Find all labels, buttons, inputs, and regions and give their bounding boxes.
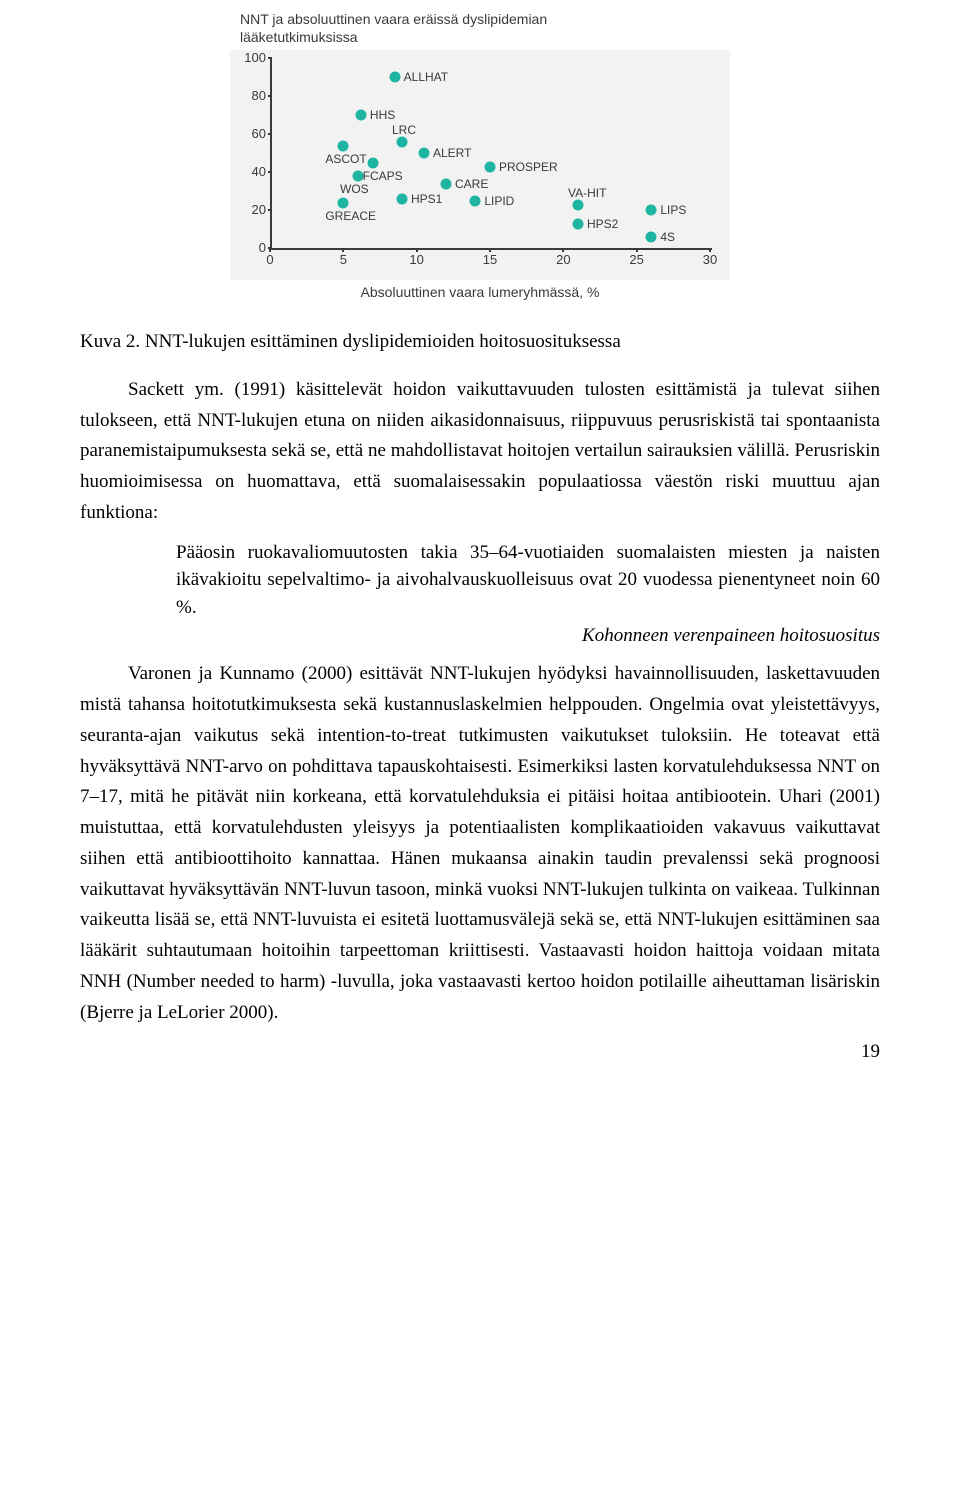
ytick-label: 60 — [240, 126, 266, 141]
chart-plot-area: 0 20 40 60 80 100 0 5 10 15 20 25 30 ALLHAT HHS ASCOT LR… — [230, 50, 730, 280]
data-point — [397, 193, 408, 204]
data-point-label: GREACE — [325, 209, 376, 223]
xtick-label: 5 — [340, 252, 347, 267]
data-point — [441, 178, 452, 189]
data-point-label: HPS1 — [411, 192, 442, 206]
data-point-label: 4S — [660, 230, 675, 244]
chart-title-line1: NNT ja absoluuttinen vaara eräissä dysli… — [240, 11, 547, 27]
xtick-label: 15 — [483, 252, 497, 267]
data-point — [485, 161, 496, 172]
data-point — [367, 157, 378, 168]
data-point — [646, 231, 657, 242]
chart-title: NNT ja absoluuttinen vaara eräissä dysli… — [240, 10, 730, 46]
data-point — [355, 110, 366, 121]
ytick-label: 0 — [240, 240, 266, 255]
data-point — [646, 205, 657, 216]
ytick-label: 20 — [240, 202, 266, 217]
para1-body: (1991) käsittelevät hoidon vaikuttavuude… — [80, 379, 880, 523]
data-point — [419, 148, 430, 159]
data-point — [573, 218, 584, 229]
data-point — [389, 72, 400, 83]
data-point — [573, 199, 584, 210]
chart-title-line2: lääketutkimuksissa — [240, 29, 358, 45]
ytick-label: 100 — [240, 50, 266, 65]
para1-lead: Sackett ym. — [128, 379, 224, 400]
data-point-label: ALLHAT — [404, 70, 448, 84]
xtick-label: 0 — [266, 252, 273, 267]
page-number: 19 — [80, 1041, 880, 1063]
chart-xlabel: Absoluuttinen vaara lumeryhmässä, % — [230, 284, 730, 300]
data-point — [338, 197, 349, 208]
xtick-label: 30 — [703, 252, 717, 267]
data-point — [397, 136, 408, 147]
paragraph-2: Varonen ja Kunnamo (2000) esittävät NNT-… — [80, 659, 880, 1028]
paragraph-1: Sackett ym. (1991) käsittelevät hoidon v… — [80, 375, 880, 529]
data-point-label: LIPID — [484, 194, 514, 208]
data-point — [338, 140, 349, 151]
ytick-label: 80 — [240, 88, 266, 103]
data-point — [470, 195, 481, 206]
data-point-label: WOS — [340, 182, 369, 196]
data-point-label: HHS — [370, 108, 395, 122]
data-point-label: ASCOT — [325, 152, 366, 166]
xtick-label: 25 — [629, 252, 643, 267]
block-quote-source: Kohonneen verenpaineen hoitosuositus — [80, 625, 880, 647]
data-point-label: LIPS — [660, 203, 686, 217]
block-quote: Pääosin ruokavaliomuutosten takia 35–64-… — [176, 539, 880, 622]
figure-caption: Kuva 2. NNT-lukujen esittäminen dyslipid… — [80, 328, 880, 357]
data-point-label: HPS2 — [587, 217, 618, 231]
nnt-chart: NNT ja absoluuttinen vaara eräissä dysli… — [230, 0, 730, 300]
data-point-label: PROSPER — [499, 160, 558, 174]
data-point-label: CARE — [455, 177, 488, 191]
ytick-label: 40 — [240, 164, 266, 179]
data-point — [353, 171, 364, 182]
xtick-label: 20 — [556, 252, 570, 267]
data-point-label: VA-HIT — [568, 186, 606, 200]
data-point-label: ALERT — [433, 146, 471, 160]
data-point-label: LRC — [392, 123, 416, 137]
xtick-label: 10 — [409, 252, 423, 267]
